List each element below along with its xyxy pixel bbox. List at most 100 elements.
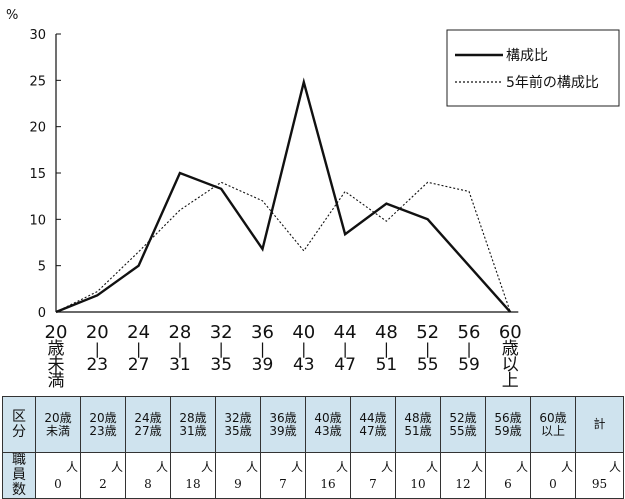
x-axis: 20歳未満20|2324|2728|3132|3536|3940|4344|47…	[45, 312, 522, 391]
age-range-bottom: 35歳	[216, 425, 260, 438]
unit-label: 人	[306, 461, 350, 474]
age-range-top: 28歳	[171, 412, 215, 425]
staff-count-value: 0	[531, 478, 575, 491]
x-tick-label: 40|43	[292, 322, 315, 375]
age-range-bottom: 31歳	[171, 425, 215, 438]
y-tick-label: 5	[38, 260, 46, 275]
category-row-header: 区分	[3, 397, 36, 453]
total-label: 計	[576, 418, 623, 431]
age-range-top: 24歳	[126, 412, 170, 425]
unit-label: 人	[261, 461, 305, 474]
x-tick-text: 35	[210, 355, 232, 375]
legend-label-current: 構成比	[506, 48, 548, 64]
age-range-top: 52歳	[441, 412, 485, 425]
age-range-bottom: 27歳	[126, 425, 170, 438]
unit-label: 人	[351, 461, 395, 474]
x-tick-text: 47	[334, 355, 356, 375]
x-tick-text: 51	[376, 355, 398, 375]
x-tick-text: 31	[169, 355, 191, 375]
unit-label: 人	[486, 461, 530, 474]
staff-count-value: 7	[261, 478, 305, 491]
staff-count-value: 6	[486, 478, 530, 491]
y-tick-label: 30	[29, 28, 46, 43]
age-range-bottom: 51歳	[396, 425, 440, 438]
unit-label: 人	[441, 461, 485, 474]
age-range-bottom: 43歳	[306, 425, 350, 438]
staff-count-value: 18	[171, 478, 215, 491]
y-tick-label: 10	[29, 213, 46, 228]
age-range-top: 56歳	[486, 412, 530, 425]
y-tick-label: 25	[29, 74, 46, 89]
staff-count-value: 10	[396, 478, 440, 491]
y-tick-label: 15	[29, 167, 46, 182]
x-tick-label: 24|27	[127, 322, 150, 375]
age-range-bottom: 未満	[36, 425, 80, 438]
age-range-bottom: 59歳	[486, 425, 530, 438]
unit-label: 人	[531, 461, 575, 474]
unit-label: 人	[81, 461, 125, 474]
age-range-top: 40歳	[306, 412, 350, 425]
age-range-top: 36歳	[261, 412, 305, 425]
x-tick-label: 44|47	[334, 322, 357, 375]
age-range-top: 32歳	[216, 412, 260, 425]
legend: 構成比 5年前の構成比	[447, 30, 619, 106]
x-tick-label: 48|51	[375, 322, 398, 375]
staff-count-value: 8	[126, 478, 170, 491]
age-range-bottom: 39歳	[261, 425, 305, 438]
age-range-top: 20歳	[36, 412, 80, 425]
staff-count-row-header: 職員数	[3, 453, 36, 499]
x-tick-text: 39	[252, 355, 274, 375]
y-tick-label: 0	[38, 306, 46, 321]
staff-count-value: 0	[36, 478, 80, 491]
unit-label: 人	[216, 461, 260, 474]
staff-count-value: 2	[81, 478, 125, 491]
y-tick-label: 20	[29, 121, 46, 136]
staff-count-cell: 人 12	[441, 453, 486, 499]
series-line-previous	[56, 182, 510, 312]
age-range-top: 44歳	[351, 412, 395, 425]
age-range-top: 20歳	[81, 412, 125, 425]
age-range-bottom: 47歳	[351, 425, 395, 438]
x-tick-label: 32|35	[210, 322, 233, 375]
age-range-bottom: 以上	[531, 425, 575, 438]
staff-count-value: 12	[441, 478, 485, 491]
age-range-cell: 60歳以上	[531, 397, 576, 453]
x-tick-label: 20|23	[86, 322, 109, 375]
total-header-cell: 計	[576, 397, 624, 453]
x-tick-text: 59	[458, 355, 480, 375]
staff-count-cell: 人 10	[396, 453, 441, 499]
staff-count-value: 9	[216, 478, 260, 491]
age-range-bottom: 23歳	[81, 425, 125, 438]
unit-label: 人	[396, 461, 440, 474]
x-tick-label: 28|31	[168, 322, 191, 375]
series-layer	[56, 82, 511, 312]
unit-label: 人	[36, 461, 80, 474]
age-range-cell: 20歳未満	[36, 397, 81, 453]
legend-label-previous: 5年前の構成比	[506, 74, 599, 91]
x-tick-text: 23	[86, 355, 108, 375]
staff-count-value: 16	[306, 478, 350, 491]
y-axis: 0 5 10 15 20 25 30	[29, 28, 61, 321]
unit-label: 人	[171, 461, 215, 474]
series-line-current	[56, 82, 510, 312]
